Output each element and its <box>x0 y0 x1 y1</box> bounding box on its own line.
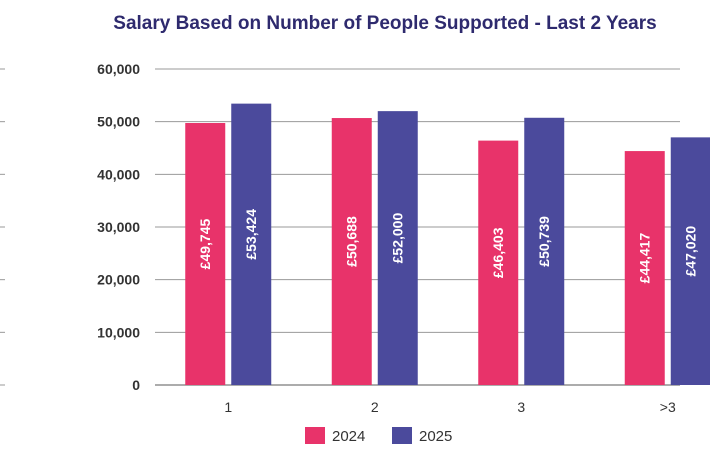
bar-value-label: £50,739 <box>536 216 552 267</box>
bar-value-label: £47,020 <box>683 226 699 277</box>
bar-value-label: £50,688 <box>344 216 360 267</box>
bar-2024->3 <box>624 151 665 385</box>
y-tick-label: 50,000 <box>97 114 140 130</box>
x-tick-label: 1 <box>224 399 232 415</box>
bar-2025-3 <box>524 117 565 385</box>
bars-layer: £49,745 £53,424 £50,688 £52,000 £46,403 £50,7… <box>185 103 710 385</box>
bar-2025-1 <box>231 103 272 385</box>
bar-2024-1 <box>185 123 226 385</box>
chart-title: Salary Based on Number of People Support… <box>113 13 656 34</box>
legend-swatch-2025 <box>392 427 412 444</box>
y-tick-label: 30,000 <box>97 219 140 235</box>
x-tick-label: >3 <box>660 399 676 415</box>
legend-label: 2024 <box>332 428 365 445</box>
x-axis-ticks: 1 2 3 >3 <box>224 399 676 415</box>
bar-value-label: £53,424 <box>243 209 259 260</box>
y-tick-label: 0 <box>132 377 140 393</box>
y-tick-label: 20,000 <box>97 272 140 288</box>
x-tick-label: 2 <box>371 399 379 415</box>
legend-label: 2025 <box>419 428 452 445</box>
bar-value-label: £46,403 <box>490 227 506 278</box>
bar-value-label: £49,745 <box>197 218 213 269</box>
bar-value-label: £44,417 <box>637 233 653 284</box>
y-tick-label: 10,000 <box>97 324 140 340</box>
bar-value-label: £52,000 <box>390 213 406 264</box>
bar-2024-3 <box>478 140 519 385</box>
bar-2024-2 <box>331 118 372 385</box>
y-axis-ticks: 0 10,000 20,000 30,000 40,000 50,000 60,000 <box>97 61 140 393</box>
x-tick-label: 3 <box>517 399 525 415</box>
bar-2025->3 <box>670 137 710 385</box>
legend: 2024 2025 <box>305 427 452 445</box>
y-tick-label: 60,000 <box>97 61 140 77</box>
legend-swatch-2024 <box>305 427 325 444</box>
y-tick-label: 40,000 <box>97 166 140 182</box>
bar-2025-2 <box>377 111 418 385</box>
